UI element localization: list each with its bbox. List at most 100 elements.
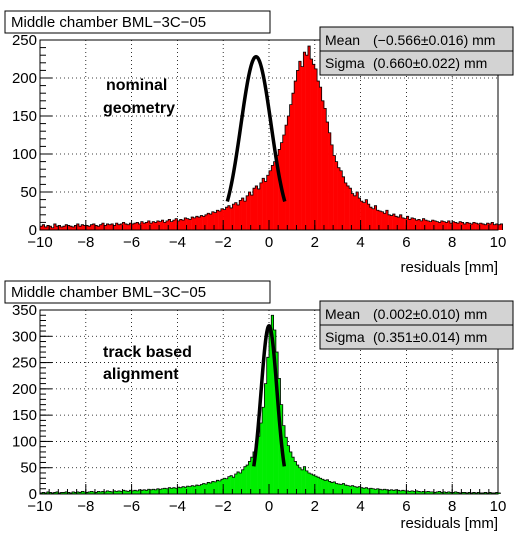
stats-box: Mean (0.002±0.010) mm Sigma (0.351±0.014… [319,300,514,350]
histogram-bin [273,161,277,230]
histogram-bin [307,46,311,230]
histogram-bin [406,216,409,230]
histogram-bin [408,491,412,494]
histogram-bin [401,217,405,230]
histogram-bin [376,210,380,230]
histogram-bin [303,52,306,230]
histogram-bin [465,222,469,230]
histogram-bin [67,225,71,230]
panel-title-box [4,10,271,34]
x-tick-label: 2 [311,498,319,515]
histogram-bin [477,492,480,494]
gaussian-fit-curve [252,323,287,467]
histogram-bin [305,470,309,494]
histogram-bin [156,488,160,494]
histogram-bin [179,487,183,494]
histogram-bin [484,492,487,494]
histogram-bin [321,100,325,230]
stats-sigma-label: Sigma [325,329,365,345]
histogram-bin [449,223,453,230]
histogram-bin [420,220,423,230]
histogram-bin [491,222,494,230]
histogram-bin [285,437,288,494]
histogram-bin [440,492,444,494]
histogram-bin [454,222,458,230]
histogram-bin [475,223,478,230]
histogram-bin [298,467,302,494]
x-tick-label: 8 [448,234,456,251]
histogram-bin [42,224,45,230]
histogram-bin [117,224,121,230]
histogram-bin [301,469,304,494]
histogram-bin [241,198,245,230]
histogram-bin [301,66,304,230]
histogram-bin [207,213,210,230]
histogram-bin [493,492,496,494]
histogram-bin [461,492,464,494]
histogram-bin [472,222,476,230]
x-tick-label: −8 [77,498,94,515]
histogram-bin [369,488,373,494]
histogram-bin [149,223,153,230]
x-tick-label: 10 [490,234,507,251]
histogram-bin [429,221,432,230]
y-tick-label: 100 [12,146,37,163]
histogram-bin [481,492,485,494]
histogram-bin [108,491,112,494]
histogram-bin [349,486,352,494]
histogram-bin [344,485,348,494]
histogram-bin [92,223,96,230]
histogram-bin [365,487,368,494]
x-tick-label: 6 [402,234,410,251]
histogram-bin [246,465,249,494]
histogram-bin [232,204,235,230]
histogram-bin [436,221,439,230]
histogram-bin [110,491,114,494]
histogram-bin [179,219,183,230]
histogram-bin [408,219,412,230]
histogram-bin [417,219,421,230]
histogram-bin [415,490,419,494]
y-tick-label: 200 [12,70,37,87]
histogram-bin [424,220,428,230]
histogram-bin [101,223,105,230]
histogram-bin [69,226,73,230]
histogram-bin [291,93,295,230]
histogram-bin [479,492,483,494]
histogram-bars [39,45,503,231]
x-tick-label: 10 [490,498,507,515]
histogram-bin [202,483,206,494]
histogram-bin [264,181,267,230]
histogram-bin [195,485,199,494]
histogram-bin [110,223,114,230]
histogram-bin [385,210,389,230]
x-tick-label: −6 [123,498,140,515]
histogram-bin [204,214,208,230]
y-tick-label: 200 [12,381,37,398]
histogram-panel-aligned: Middle chamber BML−3C−05 −10 −8 −6 −4 −2 0 2 4 6… [4,280,514,532]
histogram-bin [429,491,432,494]
histogram-bin [452,492,455,494]
histogram-bin [143,223,146,230]
histogram-bin [181,486,185,494]
histogram-bin [124,490,128,494]
histogram-bin [184,217,187,230]
x-tick-label: 2 [311,234,319,251]
histogram-bin [225,207,229,230]
x-tick-label: −10 [27,234,52,251]
histogram-bin [78,226,82,230]
histogram-bin [115,223,119,230]
histogram-bin [170,221,174,230]
histogram-bin [81,224,84,230]
x-axis-title: residuals [mm] [400,515,498,532]
histogram-bin [388,490,391,494]
x-tick-label: 4 [356,234,364,251]
histogram-bin [495,223,499,230]
histogram-bin [51,492,54,494]
histogram-bin [104,491,107,494]
x-tick-label: −2 [215,234,232,251]
histogram-bin [204,484,208,494]
histogram-bin [468,492,471,494]
gaussian-fit-curve [225,54,287,202]
